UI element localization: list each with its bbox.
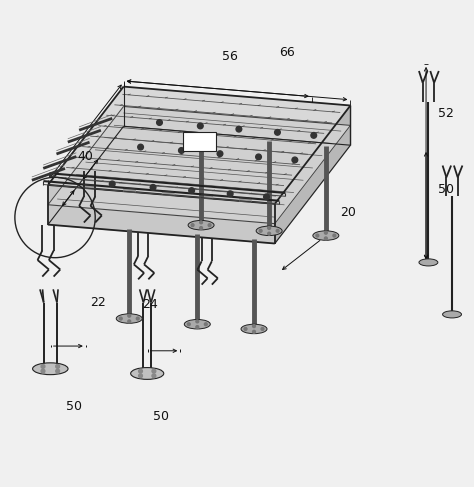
Circle shape bbox=[204, 323, 207, 326]
Ellipse shape bbox=[313, 231, 339, 240]
Ellipse shape bbox=[241, 324, 267, 334]
Circle shape bbox=[200, 226, 202, 229]
Circle shape bbox=[56, 364, 60, 368]
Circle shape bbox=[198, 123, 203, 129]
Text: 66: 66 bbox=[279, 46, 294, 58]
Ellipse shape bbox=[33, 363, 68, 375]
Polygon shape bbox=[124, 188, 135, 192]
Circle shape bbox=[253, 330, 255, 333]
Circle shape bbox=[138, 374, 142, 378]
Circle shape bbox=[41, 364, 45, 368]
Circle shape bbox=[138, 369, 142, 373]
Circle shape bbox=[119, 317, 122, 320]
Circle shape bbox=[189, 187, 194, 193]
Text: 40: 40 bbox=[78, 150, 94, 163]
Circle shape bbox=[56, 369, 60, 373]
Circle shape bbox=[217, 151, 223, 156]
Circle shape bbox=[268, 232, 271, 235]
Text: 22: 22 bbox=[90, 296, 105, 309]
Polygon shape bbox=[48, 87, 350, 204]
Ellipse shape bbox=[116, 314, 142, 323]
Circle shape bbox=[333, 234, 336, 237]
Text: 50: 50 bbox=[438, 183, 454, 196]
Circle shape bbox=[179, 148, 184, 153]
Circle shape bbox=[156, 120, 162, 125]
Circle shape bbox=[324, 231, 327, 234]
Circle shape bbox=[244, 328, 247, 330]
Circle shape bbox=[268, 226, 271, 229]
Circle shape bbox=[187, 323, 190, 326]
Polygon shape bbox=[240, 197, 251, 202]
Ellipse shape bbox=[256, 226, 282, 236]
Ellipse shape bbox=[184, 319, 210, 329]
Polygon shape bbox=[275, 106, 350, 244]
Circle shape bbox=[316, 234, 319, 237]
Text: 20: 20 bbox=[340, 206, 356, 219]
Circle shape bbox=[292, 157, 298, 163]
Circle shape bbox=[196, 326, 199, 328]
Circle shape bbox=[276, 229, 279, 232]
Circle shape bbox=[253, 325, 255, 328]
Circle shape bbox=[152, 369, 156, 373]
Circle shape bbox=[152, 374, 156, 378]
Circle shape bbox=[324, 237, 327, 240]
Text: 24: 24 bbox=[142, 299, 157, 312]
Circle shape bbox=[274, 130, 280, 135]
Circle shape bbox=[228, 191, 233, 197]
Polygon shape bbox=[201, 194, 212, 199]
Circle shape bbox=[128, 320, 131, 323]
Ellipse shape bbox=[443, 311, 462, 318]
Circle shape bbox=[200, 221, 202, 224]
Circle shape bbox=[150, 185, 156, 190]
Circle shape bbox=[236, 126, 242, 132]
Circle shape bbox=[264, 194, 269, 200]
Polygon shape bbox=[163, 191, 174, 195]
Circle shape bbox=[196, 320, 199, 323]
Bar bbox=[182, 132, 216, 151]
Circle shape bbox=[261, 328, 264, 330]
Text: 56: 56 bbox=[222, 50, 238, 63]
Text: 50: 50 bbox=[154, 410, 169, 423]
Circle shape bbox=[137, 317, 139, 320]
Ellipse shape bbox=[188, 221, 214, 230]
Polygon shape bbox=[48, 107, 350, 224]
Circle shape bbox=[255, 154, 261, 160]
Circle shape bbox=[259, 229, 262, 232]
Circle shape bbox=[208, 224, 211, 226]
Polygon shape bbox=[83, 185, 94, 189]
Circle shape bbox=[138, 144, 144, 150]
Text: 52: 52 bbox=[438, 107, 454, 120]
Circle shape bbox=[109, 181, 115, 187]
Text: 50: 50 bbox=[66, 400, 82, 413]
Circle shape bbox=[311, 132, 317, 138]
Polygon shape bbox=[48, 185, 275, 244]
Circle shape bbox=[128, 314, 131, 317]
Ellipse shape bbox=[419, 259, 438, 266]
Circle shape bbox=[41, 369, 45, 373]
Ellipse shape bbox=[131, 368, 164, 379]
Circle shape bbox=[191, 224, 194, 226]
